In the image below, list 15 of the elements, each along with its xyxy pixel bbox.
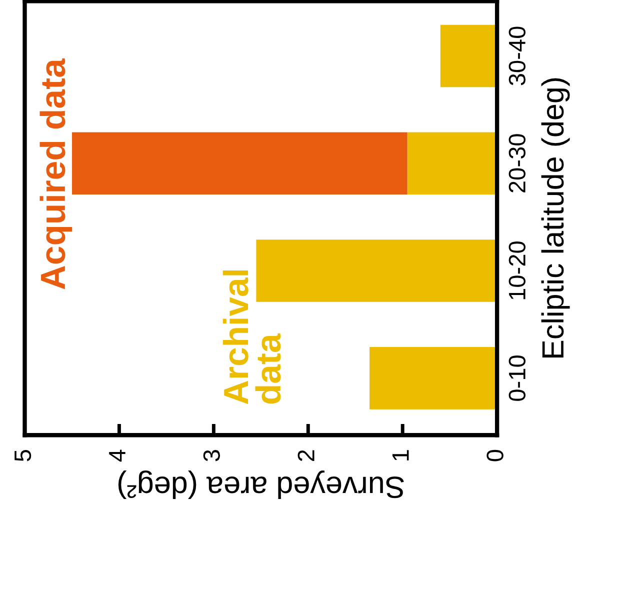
x-tick-label: 5 [14, 450, 32, 462]
x-tick-label: 4 [109, 450, 126, 462]
text: Acquired data [40, 58, 72, 290]
x-axis-title: Surveyed area (deg²) [118, 470, 404, 499]
y-axis-title: Ecliptic latitude (deg) [541, 78, 570, 358]
x-tick-label: 3 [203, 450, 220, 462]
y-tick-label: 0-10 [508, 355, 526, 401]
x-tick-label: 0 [486, 450, 504, 462]
bar [72, 132, 408, 195]
y-tick-label: 10-20 [508, 242, 526, 300]
x-tick-label: 2 [298, 450, 314, 461]
text: Archival data [222, 270, 281, 404]
y-tick-label: 30-40 [508, 26, 526, 86]
x-tick-label: 1 [392, 450, 409, 460]
y-tick-label: 20-30 [508, 134, 526, 192]
